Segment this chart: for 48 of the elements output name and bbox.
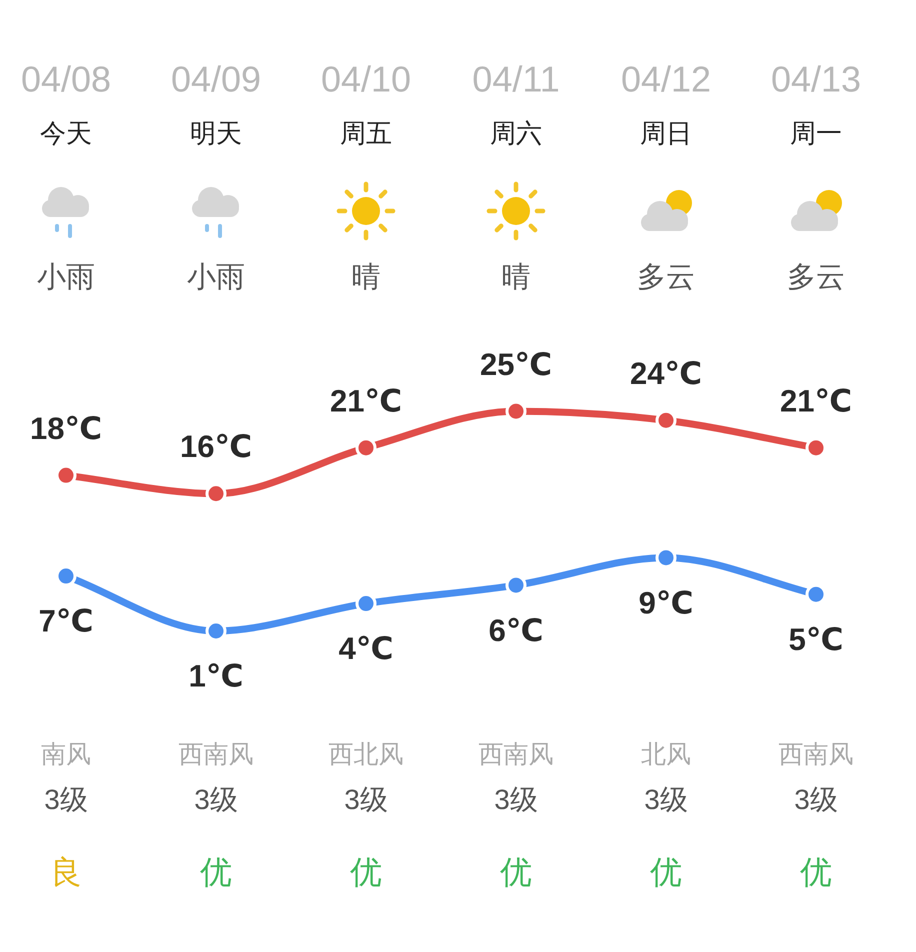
data-label: 7℃ xyxy=(38,604,94,639)
data-label: 25℃ xyxy=(480,346,552,382)
text: 西南风 xyxy=(478,740,554,768)
text: 小雨 xyxy=(37,262,95,294)
text: 3级 xyxy=(194,784,238,815)
x-tick-label: 04/08 xyxy=(20,58,112,100)
text: 今天 xyxy=(40,118,92,148)
x-tick-label: 04/10 xyxy=(320,58,412,100)
data-label: 5℃ xyxy=(788,622,844,657)
x-tick-label: 04/13 xyxy=(770,58,862,100)
x-tick-label: 04/09 xyxy=(170,58,262,100)
text: 优 xyxy=(200,854,232,890)
text: 3级 xyxy=(644,784,688,815)
text: 南风 xyxy=(41,740,91,768)
text: 3级 xyxy=(494,784,538,815)
text: 西南风 xyxy=(778,740,854,768)
text: 多云 xyxy=(787,262,845,294)
text: 西南风 xyxy=(178,740,254,768)
x-tick-label: 04/12 xyxy=(620,58,712,100)
data-label: 9℃ xyxy=(638,585,694,620)
data-label: 6℃ xyxy=(488,612,544,648)
text: 明天 xyxy=(190,118,242,148)
text: 周六 xyxy=(490,118,542,148)
x-tick-label: 04/11 xyxy=(472,58,560,100)
data-label: 1℃ xyxy=(188,658,244,694)
text: 3级 xyxy=(344,784,388,815)
text: 3级 xyxy=(44,784,88,815)
text: 晴 xyxy=(352,262,380,294)
text: 北风 xyxy=(641,740,691,768)
data-label: 16℃ xyxy=(180,429,252,464)
text: 优 xyxy=(800,854,832,890)
data-label: 4℃ xyxy=(338,631,394,666)
data-label: 24℃ xyxy=(630,356,702,391)
text: 良 xyxy=(50,854,82,890)
text: 优 xyxy=(650,854,682,890)
text: 周日 xyxy=(640,118,692,148)
text: 西北风 xyxy=(328,740,404,768)
text: 优 xyxy=(500,854,532,890)
text: 周五 xyxy=(340,118,392,148)
text: 优 xyxy=(350,854,382,890)
text: 小雨 xyxy=(187,262,245,294)
text: 晴 xyxy=(502,262,530,294)
data-label: 18℃ xyxy=(30,410,102,446)
text: 周一 xyxy=(790,118,842,148)
data-label: 21℃ xyxy=(780,383,852,418)
text: 3级 xyxy=(794,784,838,815)
text: 多云 xyxy=(637,262,695,294)
data-label: 21℃ xyxy=(330,383,402,418)
